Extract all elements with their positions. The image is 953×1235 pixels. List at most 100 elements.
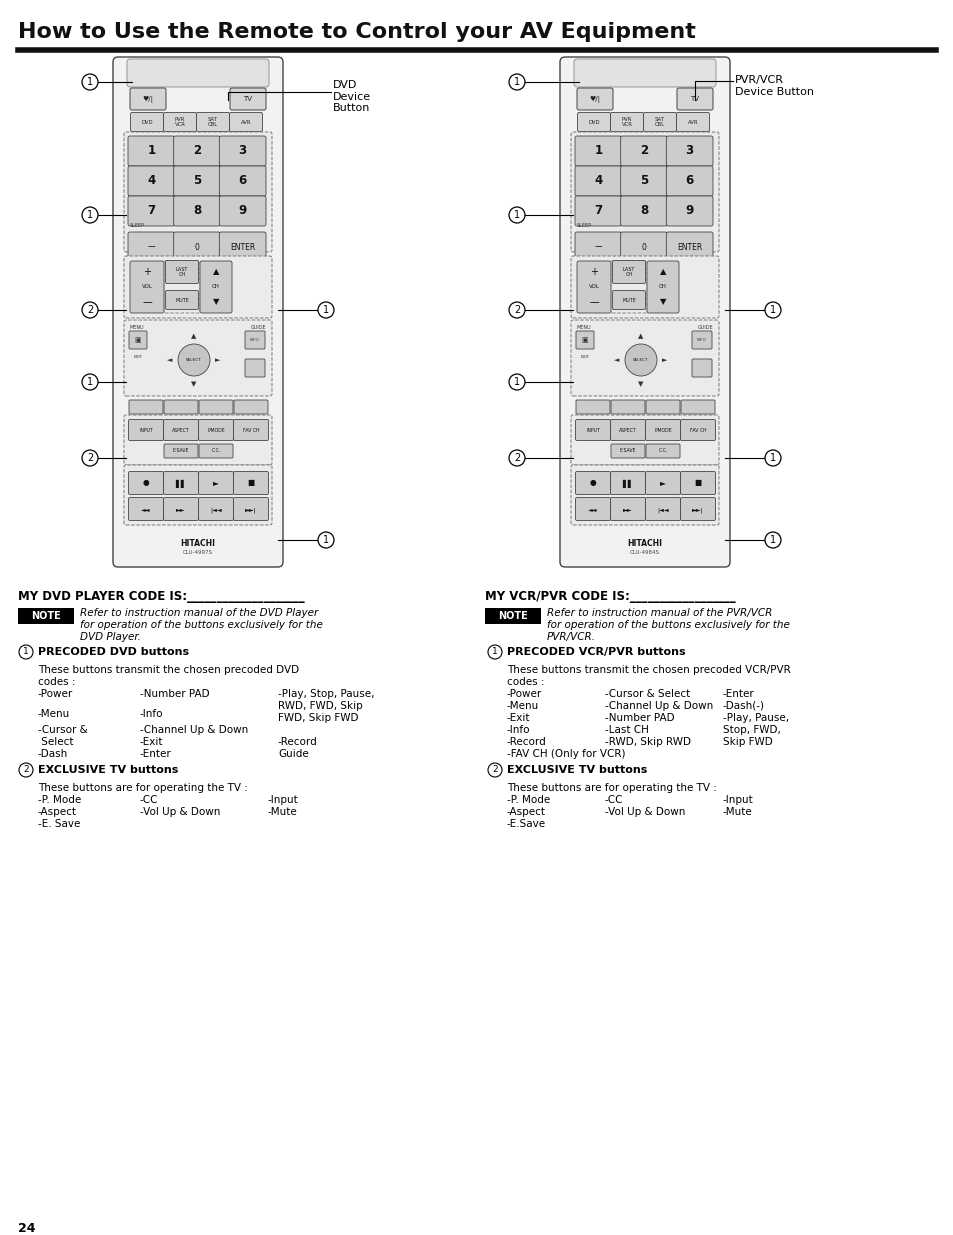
Text: 8: 8 bbox=[639, 205, 647, 217]
FancyBboxPatch shape bbox=[676, 112, 709, 131]
Text: PRECODED VCR/PVR buttons: PRECODED VCR/PVR buttons bbox=[506, 647, 685, 657]
Text: These buttons are for operating the TV :: These buttons are for operating the TV : bbox=[38, 783, 248, 793]
Circle shape bbox=[317, 303, 334, 317]
Text: NOTE: NOTE bbox=[497, 611, 527, 621]
FancyBboxPatch shape bbox=[691, 331, 711, 350]
FancyBboxPatch shape bbox=[219, 232, 266, 262]
Text: RWD, FWD, Skip: RWD, FWD, Skip bbox=[277, 701, 362, 711]
Text: MUTE: MUTE bbox=[621, 299, 636, 304]
Text: EXIT: EXIT bbox=[579, 354, 589, 359]
FancyBboxPatch shape bbox=[620, 165, 667, 196]
FancyBboxPatch shape bbox=[576, 331, 594, 350]
FancyBboxPatch shape bbox=[163, 498, 198, 520]
Text: 1: 1 bbox=[769, 305, 775, 315]
FancyBboxPatch shape bbox=[571, 466, 719, 525]
Text: 6: 6 bbox=[238, 174, 247, 188]
FancyBboxPatch shape bbox=[620, 136, 667, 165]
Text: 9: 9 bbox=[238, 205, 247, 217]
FancyBboxPatch shape bbox=[610, 498, 645, 520]
Text: INFO: INFO bbox=[697, 338, 706, 342]
Circle shape bbox=[317, 532, 334, 548]
Text: ◄: ◄ bbox=[167, 357, 172, 363]
Text: 3: 3 bbox=[685, 144, 693, 158]
Text: ■: ■ bbox=[247, 478, 254, 488]
Text: ■: ■ bbox=[694, 478, 700, 488]
Text: -Exit: -Exit bbox=[140, 737, 163, 747]
FancyBboxPatch shape bbox=[665, 136, 712, 165]
Text: CLU-4997S: CLU-4997S bbox=[183, 550, 213, 555]
Text: -Dash: -Dash bbox=[38, 748, 69, 760]
FancyBboxPatch shape bbox=[173, 232, 220, 262]
Text: +: + bbox=[143, 267, 151, 277]
Circle shape bbox=[82, 303, 98, 317]
Text: 5: 5 bbox=[193, 174, 201, 188]
Text: FAV CH: FAV CH bbox=[689, 427, 705, 432]
Text: ►: ► bbox=[659, 478, 665, 488]
Text: -Number PAD: -Number PAD bbox=[604, 713, 674, 722]
Text: Skip FWD: Skip FWD bbox=[722, 737, 772, 747]
FancyBboxPatch shape bbox=[219, 196, 266, 226]
FancyBboxPatch shape bbox=[571, 320, 719, 396]
FancyBboxPatch shape bbox=[219, 136, 266, 165]
FancyBboxPatch shape bbox=[571, 415, 719, 466]
FancyBboxPatch shape bbox=[129, 472, 163, 494]
Text: -RWD, Skip RWD: -RWD, Skip RWD bbox=[604, 737, 690, 747]
Circle shape bbox=[19, 645, 33, 659]
FancyBboxPatch shape bbox=[574, 59, 716, 86]
Text: 1: 1 bbox=[514, 377, 519, 387]
FancyBboxPatch shape bbox=[610, 400, 644, 414]
FancyBboxPatch shape bbox=[163, 420, 198, 441]
FancyBboxPatch shape bbox=[128, 165, 174, 196]
Text: 1: 1 bbox=[769, 535, 775, 545]
Text: -E.Save: -E.Save bbox=[506, 819, 545, 829]
Text: INPUT: INPUT bbox=[585, 427, 599, 432]
FancyBboxPatch shape bbox=[571, 256, 719, 317]
Text: ●: ● bbox=[143, 478, 150, 488]
Text: LAST
CH: LAST CH bbox=[622, 267, 635, 278]
Text: 5: 5 bbox=[639, 174, 647, 188]
Text: 1: 1 bbox=[594, 144, 601, 158]
FancyBboxPatch shape bbox=[610, 472, 645, 494]
FancyBboxPatch shape bbox=[165, 261, 198, 284]
Text: C.C.: C.C. bbox=[658, 448, 667, 453]
Text: ▼: ▼ bbox=[192, 382, 196, 387]
Text: DVD: DVD bbox=[141, 120, 152, 125]
Text: 1: 1 bbox=[87, 210, 93, 220]
Text: ▌▌: ▌▌ bbox=[621, 478, 633, 488]
FancyBboxPatch shape bbox=[124, 466, 272, 525]
FancyBboxPatch shape bbox=[680, 400, 714, 414]
Text: SLEEP: SLEEP bbox=[130, 224, 145, 228]
Text: -Input: -Input bbox=[722, 795, 753, 805]
FancyBboxPatch shape bbox=[245, 359, 265, 377]
Text: 2: 2 bbox=[492, 766, 497, 774]
Text: MY DVD PLAYER CODE IS:____________________: MY DVD PLAYER CODE IS:__________________… bbox=[18, 590, 304, 603]
Text: -Info: -Info bbox=[506, 725, 530, 735]
Text: 1: 1 bbox=[23, 647, 29, 657]
FancyBboxPatch shape bbox=[665, 232, 712, 262]
Text: INFO: INFO bbox=[250, 338, 259, 342]
Text: -Menu: -Menu bbox=[506, 701, 538, 711]
Text: CH: CH bbox=[212, 284, 220, 289]
Circle shape bbox=[509, 74, 524, 90]
Text: NOTE: NOTE bbox=[31, 611, 61, 621]
Text: These buttons are for operating the TV :: These buttons are for operating the TV : bbox=[506, 783, 716, 793]
Text: MY VCR/PVR CODE IS:__________________: MY VCR/PVR CODE IS:__________________ bbox=[484, 590, 735, 603]
FancyBboxPatch shape bbox=[677, 88, 712, 110]
Text: 9: 9 bbox=[685, 205, 693, 217]
Text: HITACHI: HITACHI bbox=[627, 538, 661, 548]
FancyBboxPatch shape bbox=[233, 400, 268, 414]
Text: -Vol Up & Down: -Vol Up & Down bbox=[604, 806, 684, 818]
Text: 0: 0 bbox=[640, 242, 646, 252]
Text: PRECODED DVD buttons: PRECODED DVD buttons bbox=[38, 647, 189, 657]
Text: DVD Player.: DVD Player. bbox=[80, 632, 141, 642]
FancyBboxPatch shape bbox=[230, 112, 262, 131]
FancyBboxPatch shape bbox=[645, 472, 679, 494]
FancyBboxPatch shape bbox=[691, 359, 711, 377]
FancyBboxPatch shape bbox=[577, 112, 610, 131]
Text: ENTER: ENTER bbox=[677, 242, 701, 252]
Text: -Number PAD: -Number PAD bbox=[140, 689, 210, 699]
FancyBboxPatch shape bbox=[233, 420, 268, 441]
Text: C.C.: C.C. bbox=[212, 448, 220, 453]
FancyBboxPatch shape bbox=[571, 132, 719, 252]
Text: DVD
Device
Button: DVD Device Button bbox=[333, 80, 371, 114]
